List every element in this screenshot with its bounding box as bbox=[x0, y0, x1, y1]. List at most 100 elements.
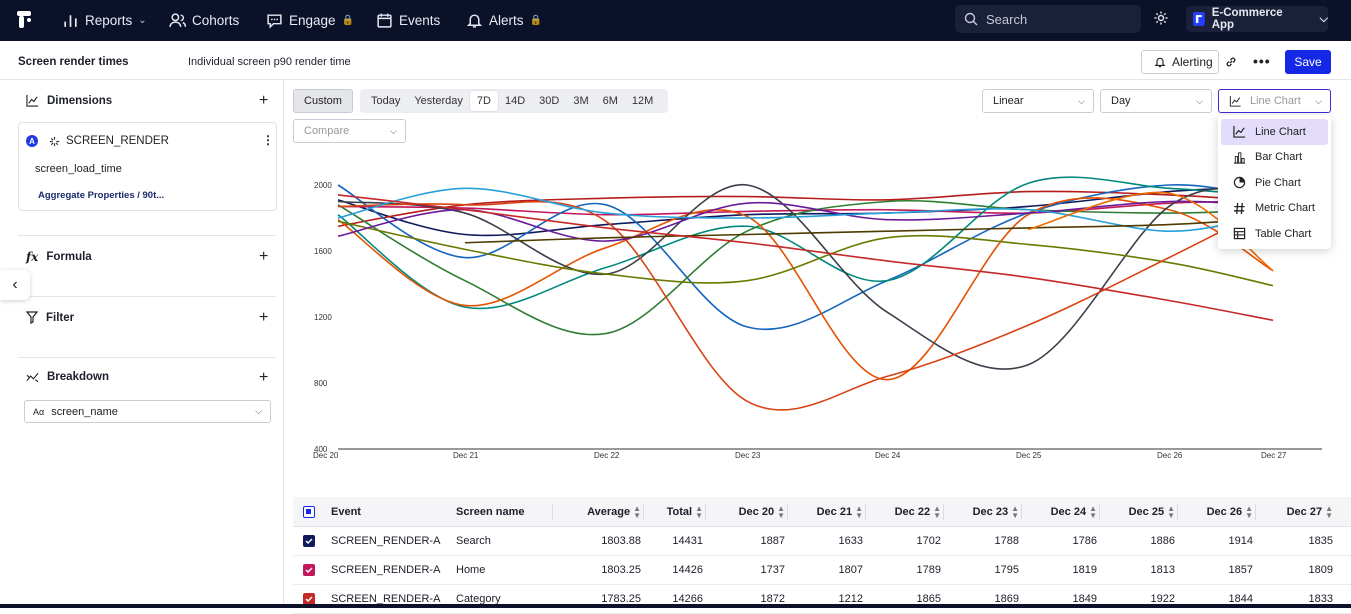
column-header[interactable]: Dec 21 ▲ ▼ bbox=[793, 497, 863, 526]
column-header[interactable]: Dec 23 ▲ ▼ bbox=[949, 497, 1019, 526]
app-logo-icon[interactable] bbox=[14, 8, 36, 30]
checkbox-icon bbox=[303, 593, 315, 605]
metric-property[interactable]: screen_load_time bbox=[35, 163, 122, 175]
search-icon bbox=[964, 12, 978, 26]
series-line-s4[interactable] bbox=[337, 183, 1274, 331]
table-cell: 1803.25 bbox=[601, 564, 641, 576]
select-all-checkbox[interactable] bbox=[303, 497, 317, 526]
table-row[interactable]: SCREEN_RENDER-A Home 1803.25 14426 1737 1807 1… bbox=[293, 556, 1351, 585]
chart-type-select[interactable]: Line Chart ⌵ bbox=[1218, 89, 1331, 113]
table-cell: SCREEN_RENDER-A bbox=[331, 564, 441, 576]
nav-label: Events bbox=[399, 13, 441, 28]
table-cell: 14266 bbox=[672, 593, 703, 605]
table-cell: 1914 bbox=[1228, 535, 1253, 547]
table-cell: 1702 bbox=[916, 535, 941, 547]
filter-icon bbox=[26, 311, 38, 324]
chevron-down-icon: ⌵ bbox=[1078, 96, 1085, 106]
more-vertical-icon[interactable]: ⋮ bbox=[262, 133, 274, 147]
column-header-label: Dec 20 bbox=[738, 505, 775, 518]
report-description[interactable]: Individual screen p90 render time bbox=[188, 56, 351, 68]
table-icon bbox=[1233, 228, 1246, 240]
series-line-s6[interactable] bbox=[337, 199, 1274, 336]
add-filter-button[interactable]: + bbox=[259, 309, 269, 326]
add-formula-button[interactable]: + bbox=[259, 248, 269, 265]
table-cell: 14426 bbox=[672, 564, 703, 576]
search-input[interactable]: Search bbox=[955, 5, 1141, 33]
alerting-button[interactable]: Alerting bbox=[1141, 50, 1219, 74]
save-button[interactable]: Save bbox=[1285, 50, 1331, 74]
column-divider bbox=[787, 504, 788, 520]
column-header[interactable]: Screen name bbox=[456, 497, 556, 526]
column-header[interactable]: Dec 22 ▲ ▼ bbox=[871, 497, 941, 526]
table-cell: 1886 bbox=[1150, 535, 1175, 547]
aggregate-label[interactable]: Aggregate Properties / 90t... bbox=[38, 190, 165, 201]
nav-cohorts[interactable]: Cohorts bbox=[169, 0, 239, 41]
chevron-down-icon: ⌵ bbox=[1196, 96, 1203, 106]
series-line-s7[interactable] bbox=[337, 197, 1274, 381]
menu-item-bar-chart[interactable]: Bar Chart bbox=[1221, 145, 1328, 171]
add-dimension-button[interactable]: + bbox=[259, 92, 269, 109]
range-option-30d[interactable]: 30D bbox=[539, 95, 560, 107]
column-header[interactable]: Dec 20 ▲ ▼ bbox=[715, 497, 785, 526]
report-title[interactable]: Screen render times bbox=[18, 56, 129, 68]
menu-item-metric-chart[interactable]: Metric Chart bbox=[1221, 196, 1328, 222]
column-header-label: Event bbox=[331, 505, 361, 518]
range-option-yesterday[interactable]: Yesterday bbox=[414, 95, 463, 107]
range-option-12m[interactable]: 12M bbox=[631, 95, 654, 107]
breakdown-select[interactable]: Aα screen_name ⌵ bbox=[24, 400, 271, 423]
metric-card[interactable]: A SCREEN_RENDER ⋮ screen_load_time Aggre… bbox=[18, 122, 277, 211]
column-header[interactable]: Dec 24 ▲ ▼ bbox=[1027, 497, 1097, 526]
column-header[interactable]: Event bbox=[331, 497, 441, 526]
table-row[interactable]: SCREEN_RENDER-A Category 1783.25 14266 1872 1… bbox=[293, 585, 1351, 614]
scale-select[interactable]: Linear ⌵ bbox=[982, 89, 1094, 113]
column-header[interactable]: Dec 27 ▲ ▼ bbox=[1261, 497, 1333, 526]
table-row[interactable]: SCREEN_RENDER-A Search 1803.88 14431 1887 163… bbox=[293, 527, 1351, 556]
dimensions-header: Dimensions bbox=[26, 94, 112, 107]
column-header-label: Dec 22 bbox=[894, 505, 931, 518]
series-line-s13[interactable] bbox=[464, 217, 1274, 244]
series-line-s12[interactable] bbox=[337, 187, 1274, 233]
collapse-sidebar-button[interactable]: ‹ bbox=[0, 270, 30, 300]
x-tick-label: Dec 25 bbox=[1016, 451, 1042, 460]
row-checkbox[interactable] bbox=[303, 527, 317, 555]
column-header[interactable]: Total ▲ ▼ bbox=[653, 497, 703, 526]
add-breakdown-button[interactable]: + bbox=[259, 369, 269, 386]
range-option-today[interactable]: Today bbox=[371, 95, 401, 107]
menu-item-line-chart[interactable]: Line Chart bbox=[1221, 119, 1328, 145]
row-checkbox[interactable] bbox=[303, 585, 317, 613]
app-selector[interactable]: E-Commerce App ⌵ bbox=[1186, 6, 1328, 32]
filter-label: Filter bbox=[46, 311, 75, 324]
nav-reports[interactable]: Reports ⌄ bbox=[62, 0, 147, 41]
column-header[interactable]: Average ▲ ▼ bbox=[561, 497, 641, 526]
nav-engage[interactable]: Engage 🔒 bbox=[266, 0, 354, 41]
link-icon[interactable] bbox=[1225, 56, 1237, 68]
column-header[interactable]: Dec 25 ▲ ▼ bbox=[1105, 497, 1175, 526]
alerting-label: Alerting bbox=[1172, 55, 1213, 69]
series-line-s8[interactable] bbox=[337, 184, 1274, 370]
menu-item-pie-chart[interactable]: Pie Chart bbox=[1221, 170, 1328, 196]
gear-icon[interactable] bbox=[1153, 10, 1169, 26]
nav-events[interactable]: Events bbox=[376, 0, 440, 41]
nav-alerts[interactable]: Alerts 🔒 bbox=[466, 0, 542, 41]
series-line-s14[interactable] bbox=[337, 194, 1274, 322]
series-line-s5[interactable] bbox=[337, 176, 1274, 310]
checkbox-icon bbox=[303, 564, 315, 576]
range-option-3m[interactable]: 3M bbox=[573, 95, 589, 107]
range-option-14d[interactable]: 14D bbox=[504, 95, 526, 107]
interval-select[interactable]: Day ⌵ bbox=[1100, 89, 1212, 113]
column-divider bbox=[552, 504, 553, 520]
menu-item-table-chart[interactable]: Table Chart bbox=[1221, 221, 1328, 247]
range-option-7d[interactable]: 7D bbox=[469, 91, 498, 111]
compare-select[interactable]: Compare ⌵ bbox=[293, 119, 406, 143]
custom-range-button[interactable]: Custom bbox=[293, 89, 353, 113]
more-options-icon[interactable]: ••• bbox=[1253, 53, 1271, 69]
row-checkbox[interactable] bbox=[303, 556, 317, 584]
range-option-6m[interactable]: 6M bbox=[602, 95, 618, 107]
table-cell: 1835 bbox=[1308, 535, 1333, 547]
series-line-s10[interactable] bbox=[337, 200, 1274, 411]
query-sidebar: Dimensions + A SCREEN_RENDER ⋮ screen_lo… bbox=[0, 80, 284, 608]
line-chart-icon bbox=[26, 94, 39, 107]
chart-type-value: Line Chart bbox=[1250, 95, 1301, 107]
series-line-s9[interactable] bbox=[337, 220, 1274, 287]
column-header[interactable]: Dec 26 ▲ ▼ bbox=[1183, 497, 1253, 526]
